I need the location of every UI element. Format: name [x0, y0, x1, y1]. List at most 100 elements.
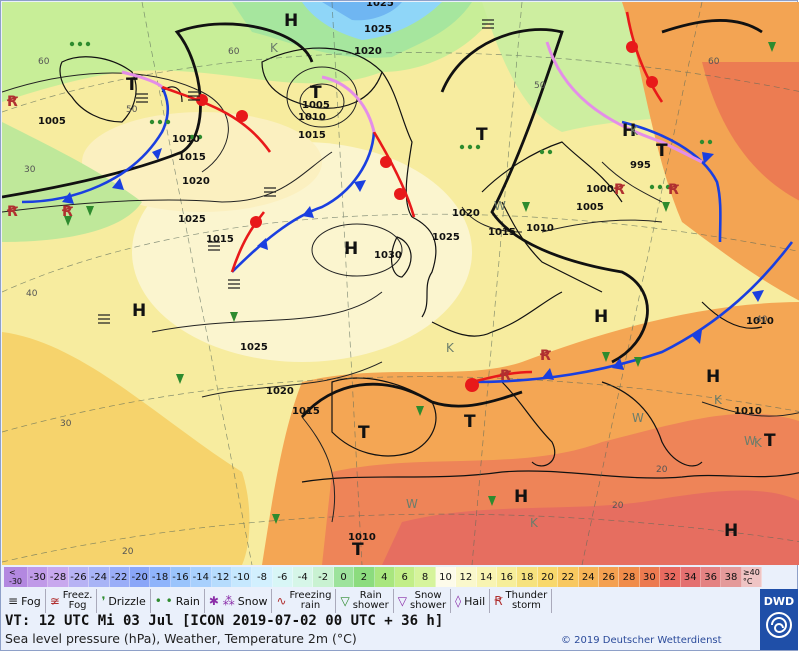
hail-icon: ◊	[455, 594, 462, 608]
shower-symbols	[64, 42, 776, 524]
isobar-label: 1020	[452, 208, 480, 219]
temperature-scale: < -30 -30 -28 -26 -24 -22 -20 -18 -16 -14 -12 -10 -8…	[4, 567, 763, 587]
temperature-scale-cell: 22	[558, 567, 579, 587]
isobar-label: 1020	[182, 176, 210, 187]
svg-text:Ꞧ: Ꞧ	[61, 204, 73, 220]
temp-label: 60	[708, 57, 720, 67]
temperature-scale-cell: -28	[48, 567, 69, 587]
thunderstorm-symbols: Ꞧ Ꞧ Ꞧ Ꞧ Ꞧ Ꞧ Ꞧ	[6, 94, 679, 384]
pressure-center-label: H	[622, 121, 636, 141]
temp-label: 20	[656, 465, 668, 475]
copyright: © 2019 Deutscher Wetterdienst	[561, 635, 722, 646]
legend-item-freezing-fog: ≆ Freez. Fog	[46, 589, 98, 613]
isobar-label: 1005	[302, 100, 330, 111]
isobar-value-labels: 1025 1020 1005 1005 1010 1015 1010 1015 …	[38, 2, 774, 543]
isobar-label: 1025	[432, 232, 460, 243]
freezing-rain-icon: ∿	[276, 594, 287, 608]
cold-air-label: K	[754, 436, 763, 450]
temp-label: 30	[24, 165, 36, 175]
isobar-label: 1015	[178, 152, 206, 163]
temperature-scale-cell: 28	[619, 567, 640, 587]
legend-item-rain-shower: ▽ Rain shower	[336, 589, 394, 613]
isobar-label: 1025	[240, 342, 268, 353]
snow-icon: ✱ ⁂	[208, 594, 235, 608]
legend-item-snow-shower: ▽ Snow shower	[394, 589, 452, 613]
temperature-scale-cell: 6	[395, 567, 416, 587]
drizzle-icon: ❜	[101, 594, 106, 608]
pressure-center-label: T	[352, 540, 364, 560]
isobar-label: 1010	[298, 112, 326, 123]
isobar-label: 1015	[488, 227, 516, 238]
dwd-logo: DWD	[760, 589, 798, 650]
temperature-scale-cell: 34	[680, 567, 701, 587]
legend-label: Thunder storm	[505, 590, 548, 611]
temp-label: 20	[122, 547, 134, 557]
legend-label: Rain	[175, 594, 200, 608]
temp-label: 50	[534, 81, 546, 91]
temperature-scale-cell: -14	[191, 567, 212, 587]
temperature-scale-cell: -4	[293, 567, 314, 587]
temperature-scale-cell: -6	[272, 567, 294, 587]
dwd-spiral-icon	[766, 612, 792, 638]
cold-front-teeth	[62, 148, 764, 380]
legend-item-hail: ◊ Hail	[451, 589, 491, 613]
isobar-label: 1010	[172, 134, 200, 145]
temperature-scale-cell: -10	[231, 567, 253, 587]
dwd-logo-text: DWD	[763, 595, 795, 608]
pressure-center-label: T	[476, 125, 488, 145]
occlusions	[121, 41, 703, 164]
rain-icon: • •	[154, 594, 173, 608]
temperature-scale-cell: < -30	[4, 567, 28, 587]
temperature-scale-cell: 12	[456, 567, 477, 587]
isobar-label: 995	[630, 160, 651, 171]
temperature-scale-cell: -16	[170, 567, 192, 587]
temperature-scale-cell: -22	[109, 567, 130, 587]
map-subtitle: Sea level pressure (hPa), Weather, Tempe…	[5, 631, 357, 646]
temperature-scale-cell: -8	[252, 567, 273, 587]
legend-item-drizzle: ❜ Drizzle	[97, 589, 151, 613]
legend-item-fog: ≡ Fog	[4, 589, 46, 613]
temperature-scale-cell: ≥40 °C	[741, 567, 763, 587]
rain-shower-icon: ▽	[340, 594, 350, 608]
weather-map: Ꞧ Ꞧ Ꞧ Ꞧ Ꞧ Ꞧ Ꞧ H T T T H H H T T T H H T H T …	[2, 2, 799, 565]
legend-label: Freez. Fog	[62, 590, 93, 611]
temperature-scale-cell: -24	[89, 567, 110, 587]
temperature-scale-cell: 4	[374, 567, 396, 587]
temperature-scale-cell: 18	[517, 567, 538, 587]
svg-text:Ꞧ: Ꞧ	[6, 94, 18, 110]
isobar-label: 1010	[348, 532, 376, 543]
temp-label: 40	[26, 289, 38, 299]
temperature-scale-cell: -20	[129, 567, 151, 587]
svg-text:Ꞧ: Ꞧ	[499, 368, 511, 384]
temp-label: 30	[60, 419, 72, 429]
isobars	[2, 66, 799, 523]
temperature-scale-cell: -26	[68, 567, 90, 587]
temperature-scale-cell: 2	[354, 567, 375, 587]
temp-label: 50	[126, 105, 138, 115]
legend-label: Rain shower	[352, 590, 389, 611]
isobar-label: 1025	[366, 2, 394, 9]
isobar-label: 1020	[266, 386, 294, 397]
svg-text:Ꞧ: Ꞧ	[667, 182, 679, 198]
temp-label: 40	[756, 315, 768, 325]
svg-text:Ꞧ: Ꞧ	[6, 204, 18, 220]
pressure-center-label: H	[706, 367, 720, 387]
legend-label: Snow	[237, 594, 268, 608]
pressure-center-label: H	[594, 307, 608, 327]
isobar-label: 1020	[354, 46, 382, 57]
isobar-label: 1005	[38, 116, 66, 127]
cold-air-label: K	[530, 516, 539, 530]
legend-label: Freezing rain	[289, 590, 332, 611]
weather-legend: ≡ Fog ≆ Freez. Fog ❜ Drizzle • • Rain ✱ ⁂ Snow ∿ Fr…	[4, 589, 764, 613]
pressure-center-label: H	[284, 11, 298, 31]
svg-text:Ꞧ: Ꞧ	[539, 348, 551, 364]
temp-label: 60	[38, 57, 50, 67]
temperature-scale-cell: 8	[415, 567, 436, 587]
pressure-center-label: H	[724, 521, 738, 541]
temperature-scale-cell: 36	[700, 567, 722, 587]
isobar-label: 1015	[292, 406, 320, 417]
isobar-label: 1025	[364, 24, 392, 35]
temperature-scale-cell: 0	[333, 567, 355, 587]
temperature-scale-cell: 10	[435, 567, 457, 587]
